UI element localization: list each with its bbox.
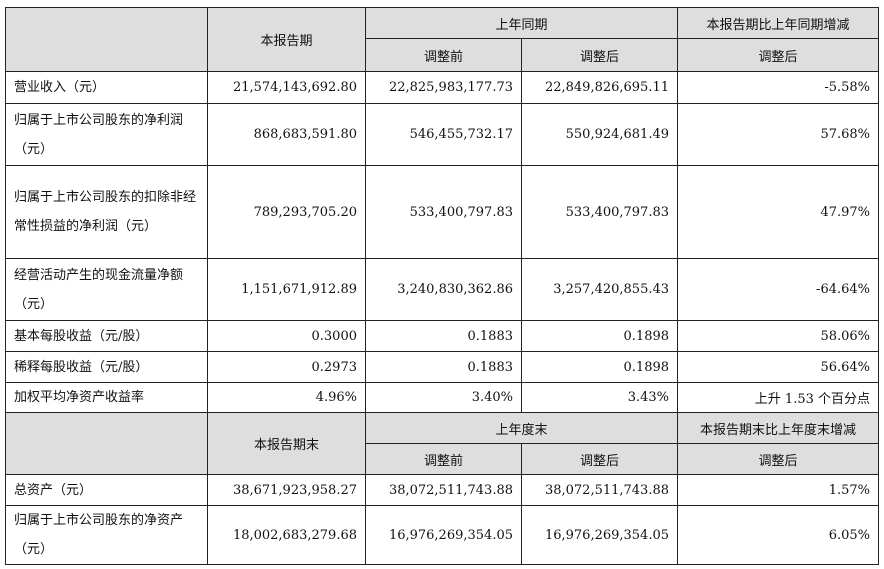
cell-before: 0.1883 [365, 351, 522, 383]
table-row: 总资产（元） 38,671,923,958.27 38,072,511,743.… [5, 474, 880, 506]
row-label: 基本每股收益（元/股） [5, 320, 208, 352]
cell-current: 38,671,923,958.27 [207, 474, 366, 506]
header-after-adjust: 调整后 [520, 443, 679, 475]
table-row: 营业收入（元） 21,574,143,692.80 22,825,983,177… [5, 71, 880, 104]
cell-current: 0.2973 [207, 351, 366, 383]
header-change-year-end: 本报告期末比上年度末增减 [677, 412, 880, 444]
header-current-period-end: 本报告期末 [207, 412, 366, 475]
cell-after: 16,976,269,354.05 [520, 505, 679, 565]
cell-current: 4.96% [207, 382, 366, 413]
cell-change: 47.97% [677, 165, 880, 259]
header-change-after-adjust: 调整后 [677, 443, 880, 475]
row-label: 归属于上市公司股东的净资产（元） [5, 505, 208, 565]
header-change-after-adjust: 调整后 [677, 38, 880, 72]
cell-after: 533,400,797.83 [520, 165, 679, 259]
cell-change: -64.64% [677, 258, 880, 321]
table-row: 归属于上市公司股东的净资产（元） 18,002,683,279.68 16,97… [5, 505, 880, 565]
header-before-adjust: 调整前 [365, 38, 522, 72]
table-row: 归属于上市公司股东的净利润（元） 868,683,591.80 546,455,… [5, 103, 880, 166]
row-label: 归属于上市公司股东的净利润（元） [5, 103, 208, 166]
cell-current: 18,002,683,279.68 [207, 505, 366, 565]
table-row: 加权平均净资产收益率 4.96% 3.40% 3.43% 上升 1.53 个百分… [5, 382, 880, 413]
cell-before: 0.1883 [365, 320, 522, 352]
cell-before: 3.40% [365, 382, 522, 413]
cell-change: 56.64% [677, 351, 880, 383]
cell-after: 550,924,681.49 [520, 103, 679, 166]
cell-after: 3,257,420,855.43 [520, 258, 679, 321]
row-label: 营业收入（元） [5, 71, 208, 104]
cell-after: 38,072,511,743.88 [520, 474, 679, 506]
row-label: 归属于上市公司股东的扣除非经常性损益的净利润（元） [5, 165, 208, 259]
cell-after: 0.1898 [520, 320, 679, 352]
cell-change: 58.06% [677, 320, 880, 352]
cell-change: 上升 1.53 个百分点 [677, 382, 880, 413]
cell-current: 868,683,591.80 [207, 103, 366, 166]
cell-before: 533,400,797.83 [365, 165, 522, 259]
cell-change: 6.05% [677, 505, 880, 565]
cell-change: 57.68% [677, 103, 880, 166]
header-after-adjust: 调整后 [520, 38, 679, 72]
financial-summary-table: 本报告期 上年同期 本报告期比上年同期增减 调整前 调整后 调整后 营业收入（元… [5, 7, 880, 565]
header-before-adjust: 调整前 [365, 443, 522, 475]
cell-current: 21,574,143,692.80 [207, 71, 366, 104]
cell-change: -5.58% [677, 71, 880, 104]
cell-before: 22,825,983,177.73 [365, 71, 522, 104]
table-row: 归属于上市公司股东的扣除非经常性损益的净利润（元） 789,293,705.20… [5, 165, 880, 259]
row-label: 加权平均净资产收益率 [5, 382, 208, 413]
row-label: 经营活动产生的现金流量净额（元） [5, 258, 208, 321]
header-prior-year-end: 上年度末 [364, 412, 679, 444]
header-blank-cell [5, 7, 208, 72]
cell-current: 1,151,671,912.89 [207, 258, 366, 321]
cell-before: 546,455,732.17 [365, 103, 522, 166]
table-row: 经营活动产生的现金流量净额（元） 1,151,671,912.89 3,240,… [5, 258, 880, 321]
row-label: 稀释每股收益（元/股） [5, 351, 208, 383]
row-label: 总资产（元） [5, 474, 208, 506]
cell-before: 16,976,269,354.05 [365, 505, 522, 565]
header-blank-cell [5, 412, 208, 475]
cell-after: 22,849,826,695.11 [520, 71, 679, 104]
cell-after: 0.1898 [520, 351, 679, 383]
header-prior-period: 上年同期 [364, 7, 679, 39]
cell-current: 789,293,705.20 [207, 165, 366, 259]
cell-before: 38,072,511,743.88 [365, 474, 522, 506]
cell-current: 0.3000 [207, 320, 366, 352]
cell-after: 3.43% [520, 382, 679, 413]
header-change: 本报告期比上年同期增减 [677, 7, 880, 39]
cell-change: 1.57% [677, 474, 880, 506]
table-row: 基本每股收益（元/股） 0.3000 0.1883 0.1898 58.06% [5, 320, 880, 352]
cell-before: 3,240,830,362.86 [365, 258, 522, 321]
header-current-period: 本报告期 [207, 7, 366, 72]
table-row: 稀释每股收益（元/股） 0.2973 0.1883 0.1898 56.64% [5, 351, 880, 383]
